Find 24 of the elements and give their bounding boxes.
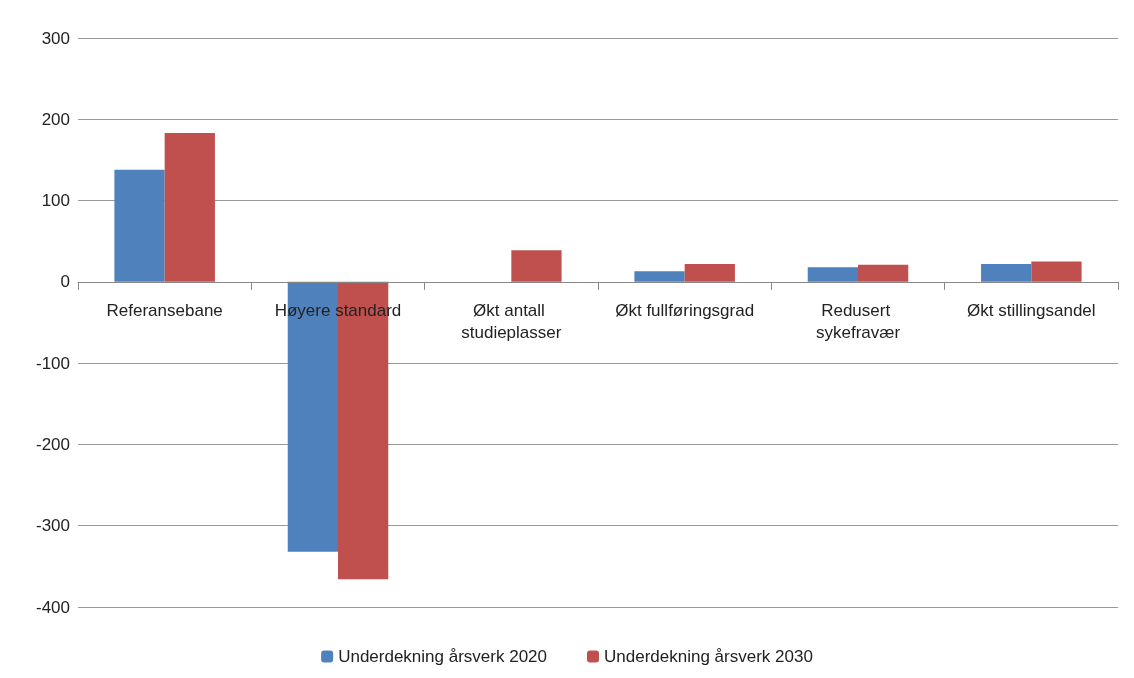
x-tick-label: Økt fullføringsgrad	[615, 301, 755, 321]
y-tick-label: -300	[35, 516, 70, 536]
x-tick-label: Økt antall studieplasser	[461, 301, 562, 343]
bar	[981, 263, 1032, 282]
legend-label: Underdekning årsverk 2030	[604, 647, 813, 666]
bar	[114, 169, 165, 282]
x-tick-label: Økt stillingsandel	[967, 301, 1096, 321]
bar	[511, 250, 562, 282]
bar	[1031, 261, 1082, 282]
bar	[684, 263, 735, 282]
y-tick-label: -200	[35, 434, 70, 454]
bar	[634, 271, 685, 282]
y-tick-label: 100	[41, 191, 70, 211]
y-tick-label: -100	[35, 353, 70, 373]
y-tick-label: -400	[35, 597, 70, 617]
x-tick-label: Redusert sykefravær	[815, 301, 901, 343]
y-tick-label: 0	[60, 272, 70, 292]
x-tick-label: Referansebane	[106, 301, 223, 321]
y-tick-label: 300	[41, 28, 70, 48]
bar	[807, 267, 858, 282]
bar	[858, 264, 909, 282]
y-tick-label: 200	[41, 109, 70, 129]
legend-label: Underdekning årsverk 2020	[338, 647, 548, 666]
bar	[164, 133, 215, 282]
